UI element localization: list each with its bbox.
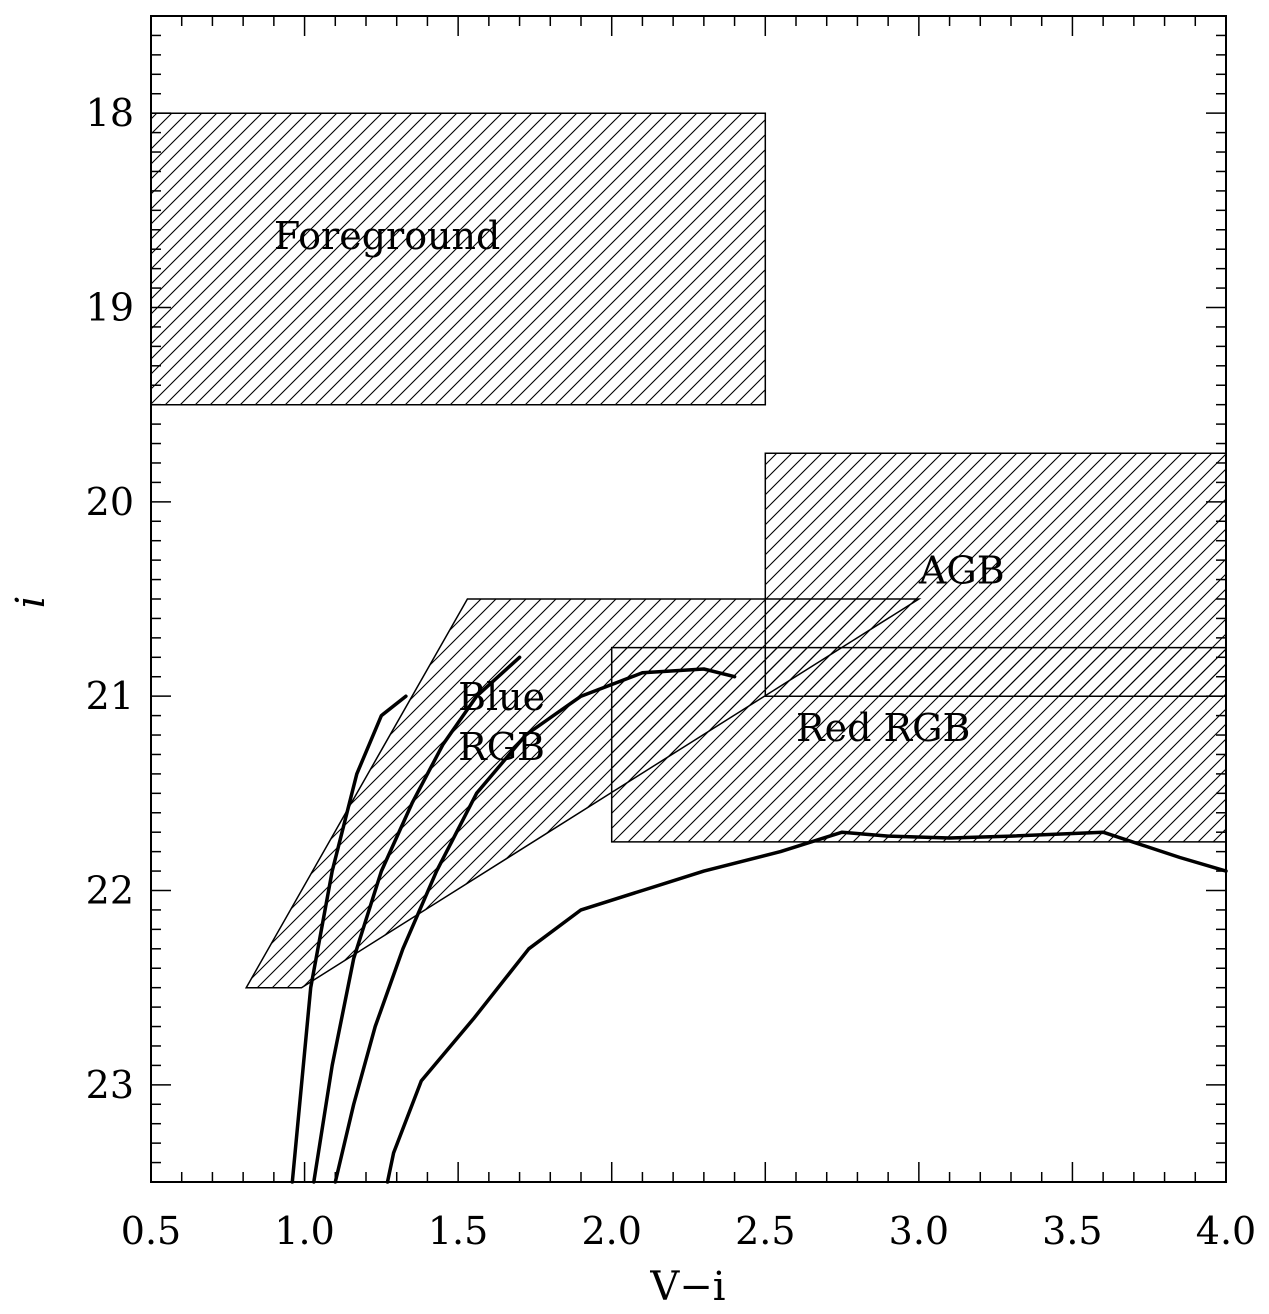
y-tick-label: 21 <box>86 674 134 718</box>
x-tick-label: 0.5 <box>121 1209 181 1253</box>
y-axis-title: i <box>8 596 54 609</box>
x-tick-label: 2.0 <box>581 1209 641 1253</box>
y-tick-label: 19 <box>86 286 134 330</box>
y-tick-label: 20 <box>86 480 134 524</box>
series-line <box>388 832 1227 1182</box>
x-tick-label: 3.0 <box>889 1209 949 1253</box>
x-axis-title: V−i <box>649 1264 725 1310</box>
y-tick-label: 23 <box>86 1063 134 1107</box>
y-tick-label: 18 <box>86 91 134 135</box>
x-tick-label: 3.5 <box>1042 1209 1102 1253</box>
region-label: Red RGB <box>796 706 970 750</box>
y-tick-label: 22 <box>86 869 134 913</box>
region-label: Blue <box>458 675 545 719</box>
x-tick-label: 1.0 <box>274 1209 334 1253</box>
region-label: AGB <box>918 549 1005 593</box>
region-foreground <box>151 113 765 405</box>
x-tick-label: 4.0 <box>1196 1209 1256 1253</box>
x-tick-label: 1.5 <box>428 1209 488 1253</box>
x-tick-label: 2.5 <box>735 1209 795 1253</box>
region-label: Foreground <box>274 214 500 258</box>
